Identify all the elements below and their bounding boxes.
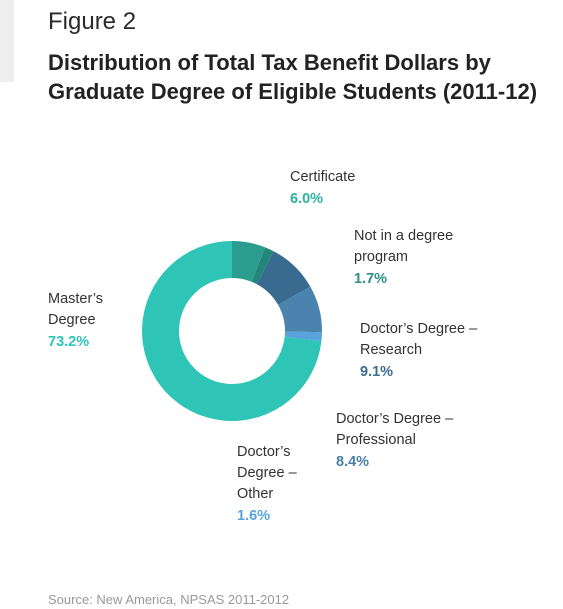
slice-label-group-5: Master’s Degree 73.2% [48, 291, 103, 350]
source-note: Source: New America, NPSAS 2011-2012 [48, 592, 290, 607]
slice-label-1-line-0: Not in a degree [354, 228, 453, 244]
slice-label-2-line-1: Research [360, 342, 422, 358]
slice-label-3-line-1: Professional [336, 432, 416, 448]
donut-slice-4 [284, 331, 322, 342]
slice-label-5-line-1: Degree [48, 312, 96, 328]
slice-label-group-1: Not in a degree program 1.7% [354, 228, 453, 287]
donut-slice-2 [256, 251, 311, 305]
slice-label-0-line-0: Certificate [290, 169, 355, 185]
slice-value-4: 1.6% [237, 508, 270, 524]
slice-label-4-line-2: Other [237, 486, 273, 502]
slice-value-2: 9.1% [360, 364, 393, 380]
slice-label-2-line-0: Doctor’s Degree – [360, 321, 478, 337]
accent-bar [0, 0, 14, 82]
figure-label: Figure 2 [48, 8, 137, 35]
slice-label-group-2: Doctor’s Degree – Research 9.1% [360, 321, 478, 380]
chart-title: Distribution of Total Tax Benefit Dollar… [48, 50, 538, 104]
slice-label-3-line-0: Doctor’s Degree – [336, 411, 454, 427]
donut-slice-1 [251, 247, 274, 285]
donut-slice-5 [142, 241, 322, 421]
slice-value-1: 1.7% [354, 271, 387, 287]
slice-label-4-line-0: Doctor’s [237, 444, 290, 460]
slice-value-3: 8.4% [336, 454, 369, 470]
slice-value-0: 6.0% [290, 191, 323, 207]
donut-slice-3 [278, 286, 322, 333]
slice-value-5: 73.2% [48, 334, 89, 350]
slice-label-group-3: Doctor’s Degree – Professional 8.4% [336, 411, 454, 470]
slice-label-4-line-1: Degree – [237, 465, 298, 481]
donut-slice-0 [232, 241, 266, 282]
slice-label-5-line-0: Master’s [48, 291, 103, 307]
slice-label-group-0: Certificate 6.0% [290, 169, 355, 207]
slice-label-1-line-1: program [354, 249, 408, 265]
slice-label-group-4: Doctor’s Degree – Other 1.6% [237, 444, 298, 524]
